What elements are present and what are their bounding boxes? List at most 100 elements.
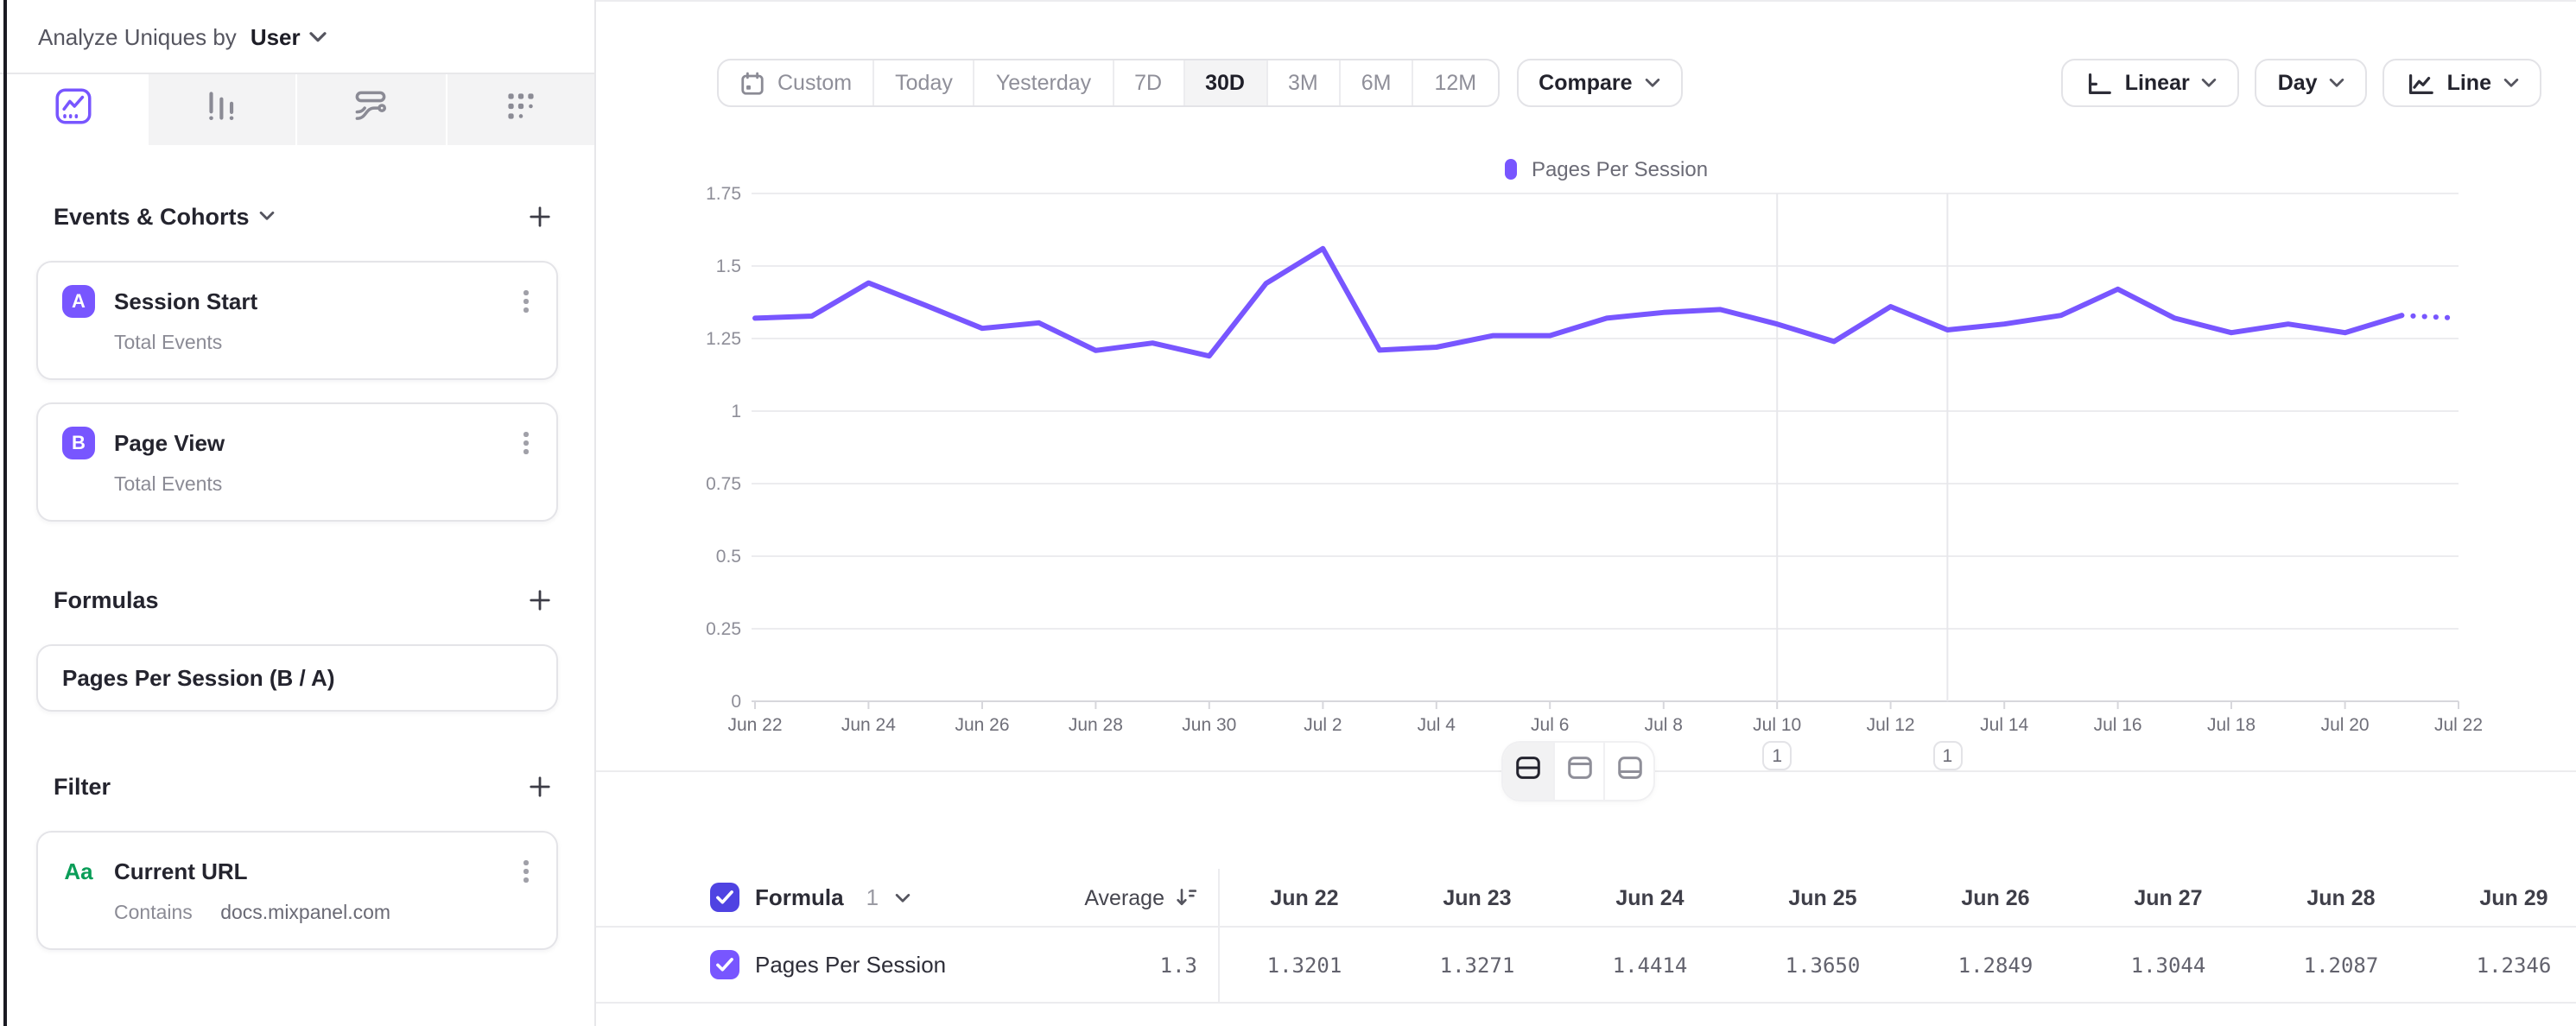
- cell-value: 1.2849: [1957, 953, 2034, 977]
- sort-icon[interactable]: [1175, 886, 1197, 909]
- chart-type-button[interactable]: Line: [2382, 59, 2541, 107]
- event-card-page-view[interactable]: B Page View Total Events: [36, 402, 558, 522]
- date-column-header: Jun 27: [2134, 885, 2203, 909]
- table-vertical-divider: [1218, 869, 1220, 926]
- events-cohorts-label[interactable]: Events & Cohorts: [54, 203, 250, 229]
- chevron-down-icon: [1645, 78, 1660, 88]
- add-event-button[interactable]: [522, 198, 558, 234]
- range-7d[interactable]: 7D: [1112, 60, 1183, 105]
- table-row: Pages Per Session 1.3 1.3201 1.3271 1.44…: [596, 928, 2576, 1004]
- results-table: Formula 1 Average Jun 22 Jun 23 Jun 24 J…: [596, 869, 2576, 1004]
- scale-button[interactable]: Linear: [2060, 59, 2240, 107]
- series-name[interactable]: Pages Per Session: [755, 952, 947, 978]
- layout-toggle-group: [1503, 743, 1653, 800]
- table-only-view-button[interactable]: [1603, 743, 1653, 800]
- cell-value: 1.4414: [1612, 953, 1688, 977]
- event-badge-a: A: [62, 285, 95, 318]
- series-checkbox[interactable]: [710, 950, 739, 979]
- event-measure[interactable]: Total Events: [114, 475, 223, 496]
- filter-operator[interactable]: Contains: [114, 902, 193, 924]
- tab-retention-grid[interactable]: [445, 74, 594, 145]
- chart-legend: Pages Per Session: [755, 155, 2459, 183]
- compare-button[interactable]: Compare: [1516, 59, 1683, 107]
- svg-text:1: 1: [731, 402, 741, 421]
- analyze-value-dropdown[interactable]: User: [250, 23, 301, 49]
- add-filter-button[interactable]: [522, 768, 558, 804]
- svg-text:Jul 20: Jul 20: [2321, 715, 2370, 735]
- range-custom[interactable]: Custom: [719, 60, 872, 105]
- kebab-icon[interactable]: [519, 427, 534, 459]
- tab-flows[interactable]: [295, 74, 445, 145]
- cell-value: 1.3044: [2130, 953, 2206, 977]
- svg-text:Jul 18: Jul 18: [2207, 715, 2256, 735]
- add-formula-button[interactable]: [522, 581, 558, 618]
- chevron-down-icon: [2330, 78, 2345, 88]
- range-12m[interactable]: 12M: [1412, 60, 1498, 105]
- formula-dropdown[interactable]: Formula: [755, 884, 844, 910]
- filter-label: Filter: [54, 773, 111, 799]
- table-header-row: Formula 1 Average Jun 22 Jun 23 Jun 24 J…: [596, 869, 2576, 928]
- kebab-icon[interactable]: [519, 855, 534, 888]
- annotation-marker[interactable]: 1: [1762, 741, 1792, 770]
- top-divider: [0, 0, 2576, 2]
- interval-label: Day: [2277, 71, 2318, 95]
- formulas-header: Formulas: [54, 577, 558, 622]
- svg-text:Jul 10: Jul 10: [1753, 715, 1801, 735]
- event-card-session-start[interactable]: A Session Start Total Events: [36, 261, 558, 380]
- event-title[interactable]: Page View: [114, 430, 225, 456]
- filter-value[interactable]: docs.mixpanel.com: [220, 902, 391, 924]
- svg-text:Jun 22: Jun 22: [727, 715, 782, 735]
- tab-bar-chart[interactable]: [148, 74, 295, 145]
- event-badge-b: B: [62, 427, 95, 459]
- date-column-header: Jun 28: [2306, 885, 2376, 909]
- analyze-header: Analyze Uniques by User: [0, 0, 594, 74]
- svg-text:0.25: 0.25: [706, 619, 741, 639]
- svg-text:Jul 22: Jul 22: [2434, 715, 2483, 735]
- query-builder-sidebar: Analyze Uniques by User: [0, 0, 596, 1026]
- filter-property-name[interactable]: Current URL: [114, 858, 248, 884]
- svg-text:1.25: 1.25: [706, 329, 741, 349]
- svg-text:0.5: 0.5: [716, 547, 741, 567]
- svg-text:Jun 28: Jun 28: [1069, 715, 1123, 735]
- range-yesterday[interactable]: Yesterday: [973, 60, 1112, 105]
- line-chart-svg: 0 0.25 0.5 0.75 1 1.25 1.5 1.75 Jun 22 Jun 24 Jun …: [706, 184, 2483, 735]
- flows-icon: [350, 84, 393, 136]
- select-all-checkbox[interactable]: [710, 883, 739, 912]
- range-label: 6M: [1361, 71, 1392, 95]
- chevron-down-icon: [894, 892, 910, 902]
- svg-text:1.75: 1.75: [706, 184, 741, 204]
- range-label: 7D: [1134, 71, 1163, 95]
- cell-value: 1.2346: [2476, 953, 2552, 977]
- kebab-icon[interactable]: [519, 285, 534, 318]
- svg-text:Jul 16: Jul 16: [2094, 715, 2142, 735]
- svg-text:Jul 14: Jul 14: [1980, 715, 2028, 735]
- formula-card[interactable]: Pages Per Session (B / A): [36, 644, 558, 712]
- range-6m[interactable]: 6M: [1338, 60, 1412, 105]
- event-title[interactable]: Session Start: [114, 288, 258, 314]
- svg-text:Jun 26: Jun 26: [955, 715, 1009, 735]
- range-label: Yesterday: [995, 71, 1092, 95]
- svg-text:Jul 4: Jul 4: [1418, 715, 1456, 735]
- compare-label: Compare: [1539, 71, 1633, 95]
- layout-split-view-button[interactable]: [1503, 743, 1553, 800]
- range-today[interactable]: Today: [872, 60, 974, 105]
- annotation-marker[interactable]: 1: [1932, 741, 1963, 770]
- range-3m[interactable]: 3M: [1266, 60, 1339, 105]
- interval-button[interactable]: Day: [2255, 59, 2368, 107]
- date-column-header: Jun 23: [1443, 885, 1512, 909]
- filter-card-current-url[interactable]: Aa Current URL Contains docs.mixpanel.co…: [36, 831, 558, 950]
- date-column-header: Jun 25: [1788, 885, 1857, 909]
- chart-options-group: Linear Day Line: [2060, 59, 2541, 107]
- legend-series-label[interactable]: Pages Per Session: [1531, 157, 1709, 181]
- svg-text:Jun 30: Jun 30: [1182, 715, 1236, 735]
- event-measure[interactable]: Total Events: [114, 333, 223, 354]
- bar-chart-icon: [200, 84, 244, 136]
- line-chart-icon: [2406, 68, 2435, 98]
- tab-insights-line[interactable]: [0, 74, 148, 145]
- cell-value: 1.2087: [2303, 953, 2379, 977]
- chart-only-view-button[interactable]: [1553, 743, 1603, 800]
- date-column-header: Jun 26: [1961, 885, 2030, 909]
- events-cohorts-header: Events & Cohorts: [54, 193, 558, 238]
- range-30d[interactable]: 30D: [1183, 60, 1266, 105]
- formula-name[interactable]: Pages Per Session (B / A): [62, 665, 335, 691]
